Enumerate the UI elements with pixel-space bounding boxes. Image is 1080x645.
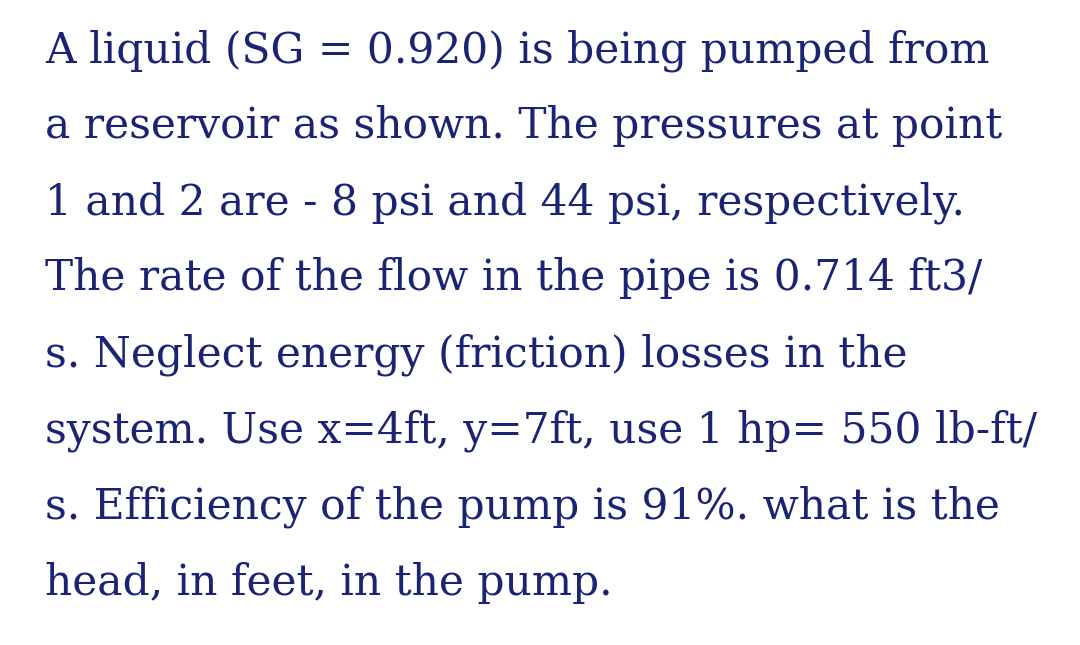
Text: A liquid (SG = 0.920) is being pumped from: A liquid (SG = 0.920) is being pumped fr… <box>45 29 990 72</box>
Text: The rate of the flow in the pipe is 0.714 ft3/: The rate of the flow in the pipe is 0.71… <box>45 257 983 299</box>
Text: a reservoir as shown. The pressures at point: a reservoir as shown. The pressures at p… <box>45 105 1002 147</box>
Text: s. Neglect energy (friction) losses in the: s. Neglect energy (friction) losses in t… <box>45 333 908 376</box>
Text: s. Efficiency of the pump is 91%. what is the: s. Efficiency of the pump is 91%. what i… <box>45 486 1000 528</box>
Text: 1 and 2 are - 8 psi and 44 psi, respectively.: 1 and 2 are - 8 psi and 44 psi, respecti… <box>45 181 966 224</box>
Text: system. Use x=4ft, y=7ft, use 1 hp= 550 lb-ft/: system. Use x=4ft, y=7ft, use 1 hp= 550 … <box>45 410 1038 452</box>
Text: head, in feet, in the pump.: head, in feet, in the pump. <box>45 562 613 604</box>
